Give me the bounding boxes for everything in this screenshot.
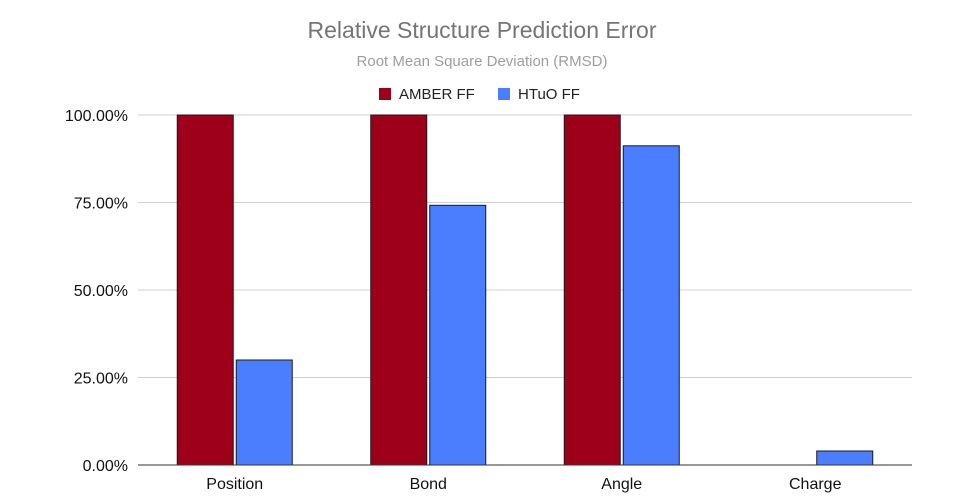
bars: [176, 114, 874, 466]
bar-htuo-ff-bond: [429, 204, 487, 466]
legend-label-htuo-ff: HTuO FF: [518, 86, 580, 103]
chart-title: Relative Structure Prediction Error: [308, 17, 657, 43]
y-tick-label: 75.00%: [74, 196, 128, 213]
x-tick-label: Position: [206, 476, 263, 493]
x-axis-tick-labels: Position Bond Angle Charge: [206, 476, 841, 493]
y-tick-label: 25.00%: [74, 371, 128, 388]
bar-htuo-ff-charge: [816, 450, 874, 466]
bar-amber-ff-angle: [563, 114, 621, 466]
bar-amber-ff-position: [176, 114, 234, 466]
bar-htuo-ff-angle: [622, 145, 680, 466]
bar-htuo-ff-position: [235, 359, 293, 466]
gridlines: [138, 114, 912, 378]
bar-amber-ff-bond: [370, 114, 428, 466]
y-tick-label: 100.00%: [65, 108, 128, 125]
chart-subtitle: Root Mean Square Deviation (RMSD): [357, 53, 608, 70]
x-tick-label: Bond: [410, 476, 447, 493]
legend-swatch-htuo-ff: [498, 88, 510, 100]
y-tick-label: 50.00%: [74, 283, 128, 300]
y-tick-label: 0.00%: [83, 458, 128, 475]
legend-swatch-amber-ff: [379, 88, 391, 100]
x-tick-label: Charge: [789, 476, 842, 493]
y-axis-tick-labels: 0.00% 25.00% 50.00% 75.00% 100.00%: [65, 108, 128, 475]
legend-label-amber-ff: AMBER FF: [399, 86, 475, 103]
legend: AMBER FF HTuO FF: [379, 86, 580, 103]
x-tick-label: Angle: [601, 476, 642, 493]
